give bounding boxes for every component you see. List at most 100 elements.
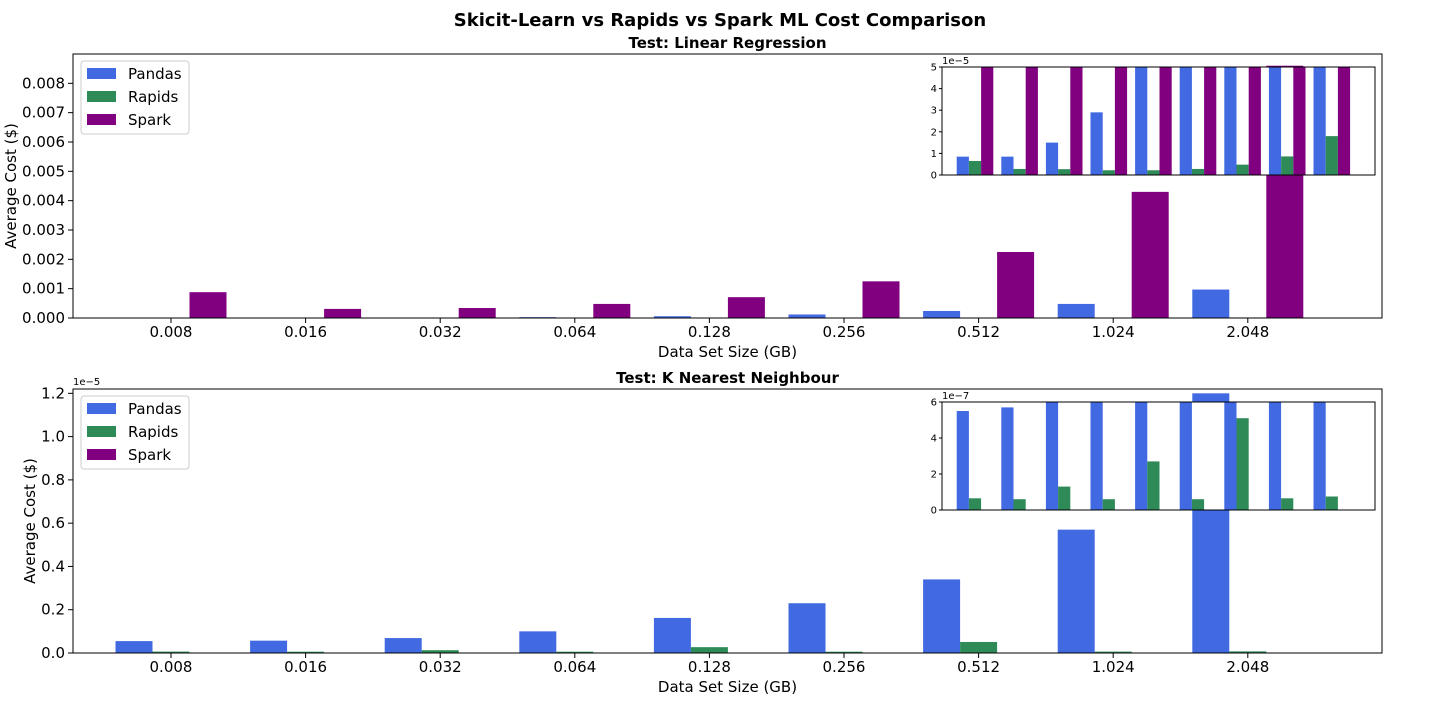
inset-y-tick-label: 0	[931, 506, 937, 517]
x-tick-label: 2.048	[1226, 658, 1269, 676]
legend: Pandas Rapids Spark	[80, 395, 190, 470]
y-tick-label: 0.4	[41, 557, 65, 575]
inset-bar-rapids-0.032	[1058, 169, 1071, 175]
inset-y-tick-label: 4	[931, 84, 937, 95]
inset-bar-spark-0.128	[1159, 67, 1172, 175]
legend-label-spark: Spark	[128, 446, 171, 464]
bar-pandas-1.024	[1057, 529, 1095, 653]
inset-bar-spark-1.024	[1293, 67, 1306, 175]
inset-y-tick-label: 0	[931, 171, 937, 182]
y-axis-label: Average Cost ($)	[21, 458, 39, 584]
y-tick-label: 0.005	[22, 162, 65, 180]
x-tick-label: 0.128	[688, 323, 731, 341]
legend-swatch-spark	[87, 449, 116, 460]
inset-y-tick-label: 1	[931, 149, 937, 160]
y-tick-label: 0.003	[22, 221, 65, 239]
inset-bar-pandas-1.024	[1268, 402, 1282, 510]
inset-bar-pandas-0.032	[1045, 142, 1059, 175]
legend-label-pandas: Pandas	[128, 400, 182, 418]
bar-pandas-0.256	[788, 314, 826, 318]
bar-spark-0.128	[727, 297, 765, 318]
x-tick-label: 0.016	[284, 323, 327, 341]
x-tick-label: 0.256	[823, 658, 866, 676]
inset-bar-pandas-0.512	[1224, 67, 1237, 175]
bar-pandas-0.016	[250, 640, 288, 653]
inset-bar-pandas-0.064	[1090, 112, 1103, 175]
bar-rapids-0.512	[960, 641, 998, 653]
legend-swatch-rapids	[87, 91, 116, 102]
bar-pandas-0.512	[923, 310, 961, 318]
legend: Pandas Rapids Spark	[80, 60, 190, 135]
inset-bar-rapids-2.048	[1325, 136, 1338, 175]
bar-pandas-1.024	[1057, 303, 1095, 318]
x-tick-label: 0.008	[150, 658, 193, 676]
inset-bar-pandas-0.128	[1135, 67, 1148, 175]
plot-frame	[72, 388, 1383, 654]
bar-pandas-0.032	[384, 638, 422, 653]
legend-label-spark: Spark	[128, 111, 171, 129]
y-tick-label: 0.0	[41, 644, 65, 662]
inset-bar-rapids-0.256	[1191, 499, 1205, 510]
bar-pandas-0.008	[115, 641, 153, 653]
x-tick-label: 0.128	[688, 658, 731, 676]
y-tick-label: 0.006	[22, 133, 65, 151]
bar-rapids-0.064	[556, 651, 594, 653]
legend-swatch-spark	[87, 114, 116, 125]
inset-frame	[941, 401, 1376, 511]
inset-bar-pandas-2.048	[1313, 67, 1326, 175]
inset-y-tick-label: 2	[931, 127, 937, 138]
x-axis-label: Data Set Size (GB)	[658, 678, 797, 696]
inset-bar-pandas-1.024	[1268, 67, 1282, 175]
bar-spark-0.016	[324, 308, 362, 318]
inset-bar-rapids-0.128	[1147, 461, 1160, 510]
bar-spark-0.256	[862, 281, 900, 318]
x-tick-label: 0.008	[150, 323, 193, 341]
inset-y-tick-label: 2	[931, 470, 937, 481]
inset-bar-rapids-0.016	[1013, 168, 1026, 175]
inset-offset-text: 1e−7	[942, 391, 969, 402]
inset-bar-rapids-0.512	[1236, 418, 1249, 510]
inset-axes: 0 2 4 6 1e−7	[931, 391, 1376, 517]
inset-bar-pandas-0.256	[1179, 402, 1192, 510]
bar-rapids-0.128	[690, 647, 728, 653]
legend-swatch-rapids	[87, 426, 116, 437]
x-tick-label: 1.024	[1092, 323, 1135, 341]
x-tick-label: 2.048	[1226, 323, 1269, 341]
plot-frame	[72, 53, 1383, 319]
inset-bar-rapids-0.032	[1058, 486, 1071, 510]
bar-spark-0.512	[997, 252, 1035, 318]
inset-bar-pandas-0.032	[1045, 402, 1059, 510]
inset-bar-spark-0.064	[1114, 67, 1128, 175]
x-tick-label: 0.064	[553, 323, 596, 341]
inset-bar-pandas-0.016	[1001, 407, 1014, 510]
legend-label-pandas: Pandas	[128, 65, 182, 83]
subplot-title: Test: Linear Regression	[628, 34, 826, 52]
inset-y-tick-label: 4	[931, 434, 937, 445]
inset-bar-pandas-0.256	[1179, 67, 1192, 175]
inset-bar-spark-0.256	[1204, 67, 1217, 175]
bar-rapids-0.008	[152, 651, 190, 653]
inset-bar-rapids-0.064	[1102, 499, 1115, 510]
bar-spark-0.032	[458, 308, 496, 318]
legend-swatch-pandas	[87, 68, 116, 79]
x-tick-label: 0.512	[957, 323, 1000, 341]
bar-spark-1.024	[1131, 191, 1169, 318]
bar-rapids-1.024	[1094, 651, 1132, 653]
bar-spark-0.064	[593, 303, 631, 318]
bar-pandas-0.128	[653, 617, 691, 653]
bar-spark-0.008	[189, 292, 227, 318]
y-tick-label: 0.000	[22, 309, 65, 327]
y-offset-text: 1e−5	[73, 377, 100, 388]
inset-bar-pandas-2.048	[1313, 402, 1326, 510]
y-tick-label: 1.2	[41, 384, 65, 402]
inset-y-tick-label: 6	[931, 398, 937, 409]
inset-bar-rapids-0.008	[968, 160, 982, 175]
inset-bar-rapids-1.024	[1281, 156, 1294, 175]
inset-bar-pandas-0.512	[1224, 402, 1237, 510]
inset-bar-spark-0.016	[1025, 67, 1038, 175]
inset-bar-pandas-0.008	[956, 411, 969, 510]
inset-y-tick-label: 5	[931, 63, 937, 74]
inset-bar-rapids-0.016	[1013, 499, 1026, 510]
y-tick-label: 0.8	[41, 471, 65, 489]
bar-rapids-0.016	[287, 651, 325, 653]
